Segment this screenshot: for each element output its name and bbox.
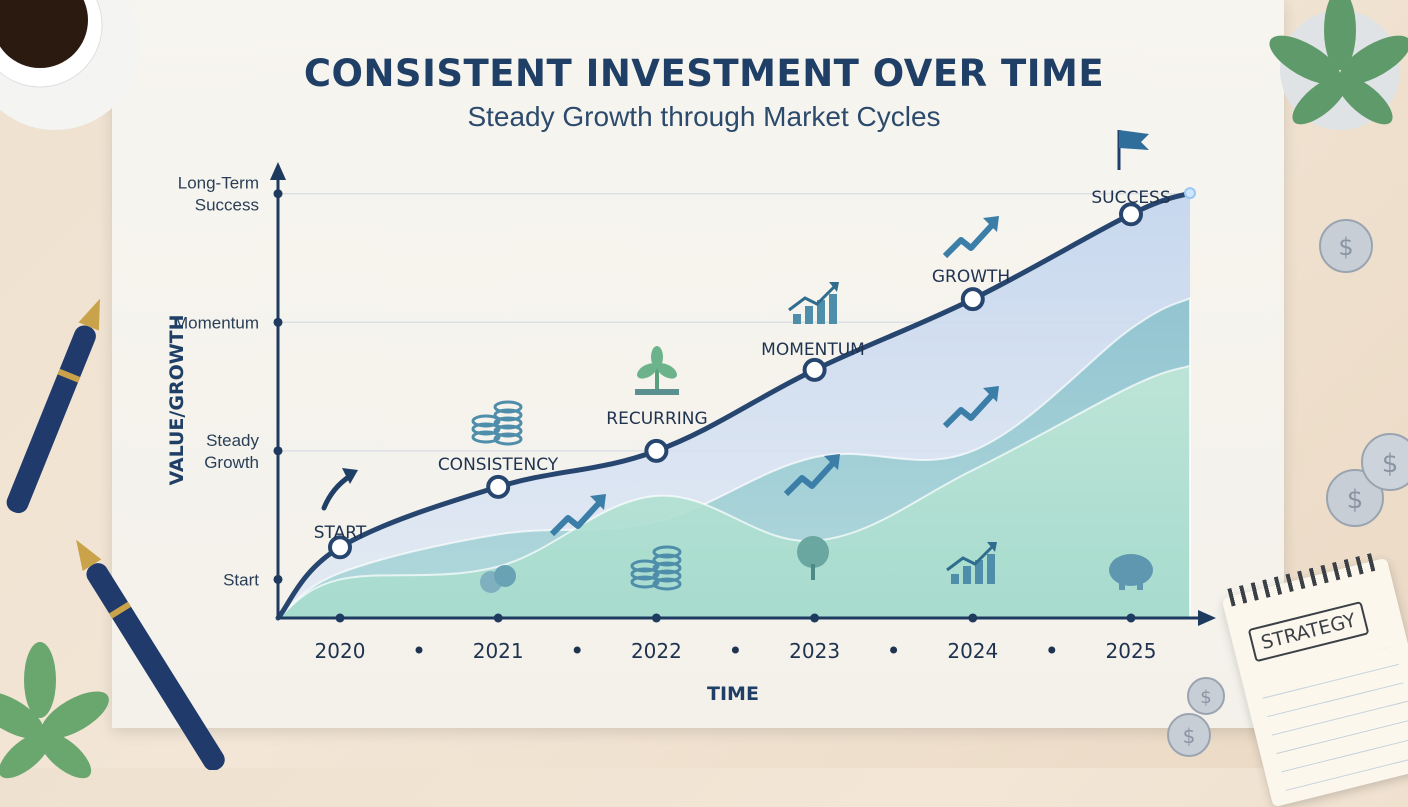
x-tick-dot — [810, 613, 820, 623]
flag-icon — [1117, 130, 1149, 170]
y-tick-label: Momentum — [174, 313, 259, 332]
milestone-label: MOMENTUM — [761, 340, 865, 360]
line-end-glow — [1184, 187, 1196, 200]
milestone-label: GROWTH — [932, 267, 1010, 287]
y-tick-label: Start — [223, 570, 259, 589]
dollar-coin-icon: $ — [1319, 219, 1373, 273]
milestone-marker — [802, 357, 827, 382]
coin-stack-icon — [471, 400, 523, 446]
svg-text:$: $ — [1338, 233, 1353, 261]
arrow-up-icon — [321, 468, 358, 511]
svg-text:$: $ — [1200, 687, 1211, 708]
y-tick-dot — [273, 317, 283, 327]
x-tick-label: 2020 — [315, 639, 366, 663]
milestone-marker — [1119, 202, 1143, 227]
bar-growth-icon — [946, 542, 997, 584]
x-tick-label: 2022 — [631, 639, 682, 663]
milestone-marker — [328, 535, 352, 560]
sprout-icon — [635, 346, 679, 395]
x-separator-dot — [415, 646, 423, 654]
trend-arrow-icon — [549, 494, 606, 537]
y-tick-label: Long-Term Success — [178, 174, 259, 215]
x-tick-label: 2025 — [1106, 639, 1157, 663]
x-tick-label: 2021 — [473, 639, 524, 663]
coin-stack-icon — [630, 545, 682, 591]
x-separator-dot — [573, 646, 581, 654]
x-tick-dot — [335, 613, 345, 623]
dollar-coin-icon: $ — [1326, 469, 1384, 527]
notepad-lines — [1258, 646, 1408, 794]
x-tick-label: 2024 — [947, 639, 998, 663]
dollar-coins-icon — [480, 565, 516, 593]
piggy-bank-icon — [1109, 554, 1153, 590]
investment-area-chart: Start Steady Growth Momentum Long-Term Succes… — [166, 130, 1216, 705]
trend-arrow-icon — [783, 454, 840, 497]
dollar-coin-icon: $ — [1361, 433, 1408, 491]
svg-text:$: $ — [1183, 724, 1196, 748]
x-tick-dot — [651, 613, 661, 623]
y-axis-arrow — [270, 162, 286, 180]
x-separator-dot — [731, 646, 739, 654]
milestone-label: CONSISTENCY — [438, 455, 559, 475]
trend-arrow-icon — [942, 386, 999, 429]
x-axis-title: TIME — [707, 683, 759, 705]
plant-bottom-left — [0, 642, 109, 779]
fountain-pen-icon — [76, 539, 225, 770]
y-tick-dot — [273, 574, 283, 584]
chart-subtitle: Steady Growth through Market Cycles — [467, 101, 941, 132]
strategy-notepad: STRATEGY — [1221, 551, 1408, 807]
fountain-pen-icon — [6, 298, 100, 514]
svg-text:$: $ — [1347, 485, 1364, 515]
milestone-label: START — [314, 523, 367, 543]
milestone-label: SUCCESS — [1091, 188, 1170, 208]
y-tick-label: Steady Growth — [204, 431, 259, 472]
y-tick-dot — [273, 189, 283, 199]
x-separator-dot — [1048, 646, 1056, 654]
dollar-coin-icon: $ — [1167, 713, 1211, 757]
x-tick-label: 2023 — [789, 639, 840, 663]
x-tick-dot — [968, 613, 978, 623]
trend-arrow-icon — [942, 216, 999, 259]
y-axis-title: VALUE/GROWTH — [166, 314, 188, 485]
coffee-cup — [0, 0, 140, 130]
dollar-coin-icon: $ — [1187, 677, 1225, 715]
notepad-label: STRATEGY — [1247, 601, 1370, 663]
y-tick-dot — [273, 446, 283, 456]
svg-text:$: $ — [1382, 449, 1399, 479]
x-tick-dot — [1126, 613, 1136, 623]
milestone-marker — [486, 474, 511, 499]
x-axis-arrow — [1198, 610, 1216, 626]
milestone-marker — [960, 287, 985, 312]
milestone-label: RECURRING — [606, 409, 707, 429]
plant-top-right — [1269, 0, 1408, 130]
chart-title: CONSISTENT INVESTMENT OVER TIME — [303, 52, 1105, 95]
bar-chart-icon — [788, 282, 839, 324]
main-growth-line — [275, 190, 1193, 621]
area-base — [274, 364, 1191, 619]
x-separator-dot — [890, 646, 898, 654]
tree-icon — [797, 536, 829, 580]
x-tick-dot — [493, 613, 503, 623]
milestone-marker — [644, 438, 669, 463]
